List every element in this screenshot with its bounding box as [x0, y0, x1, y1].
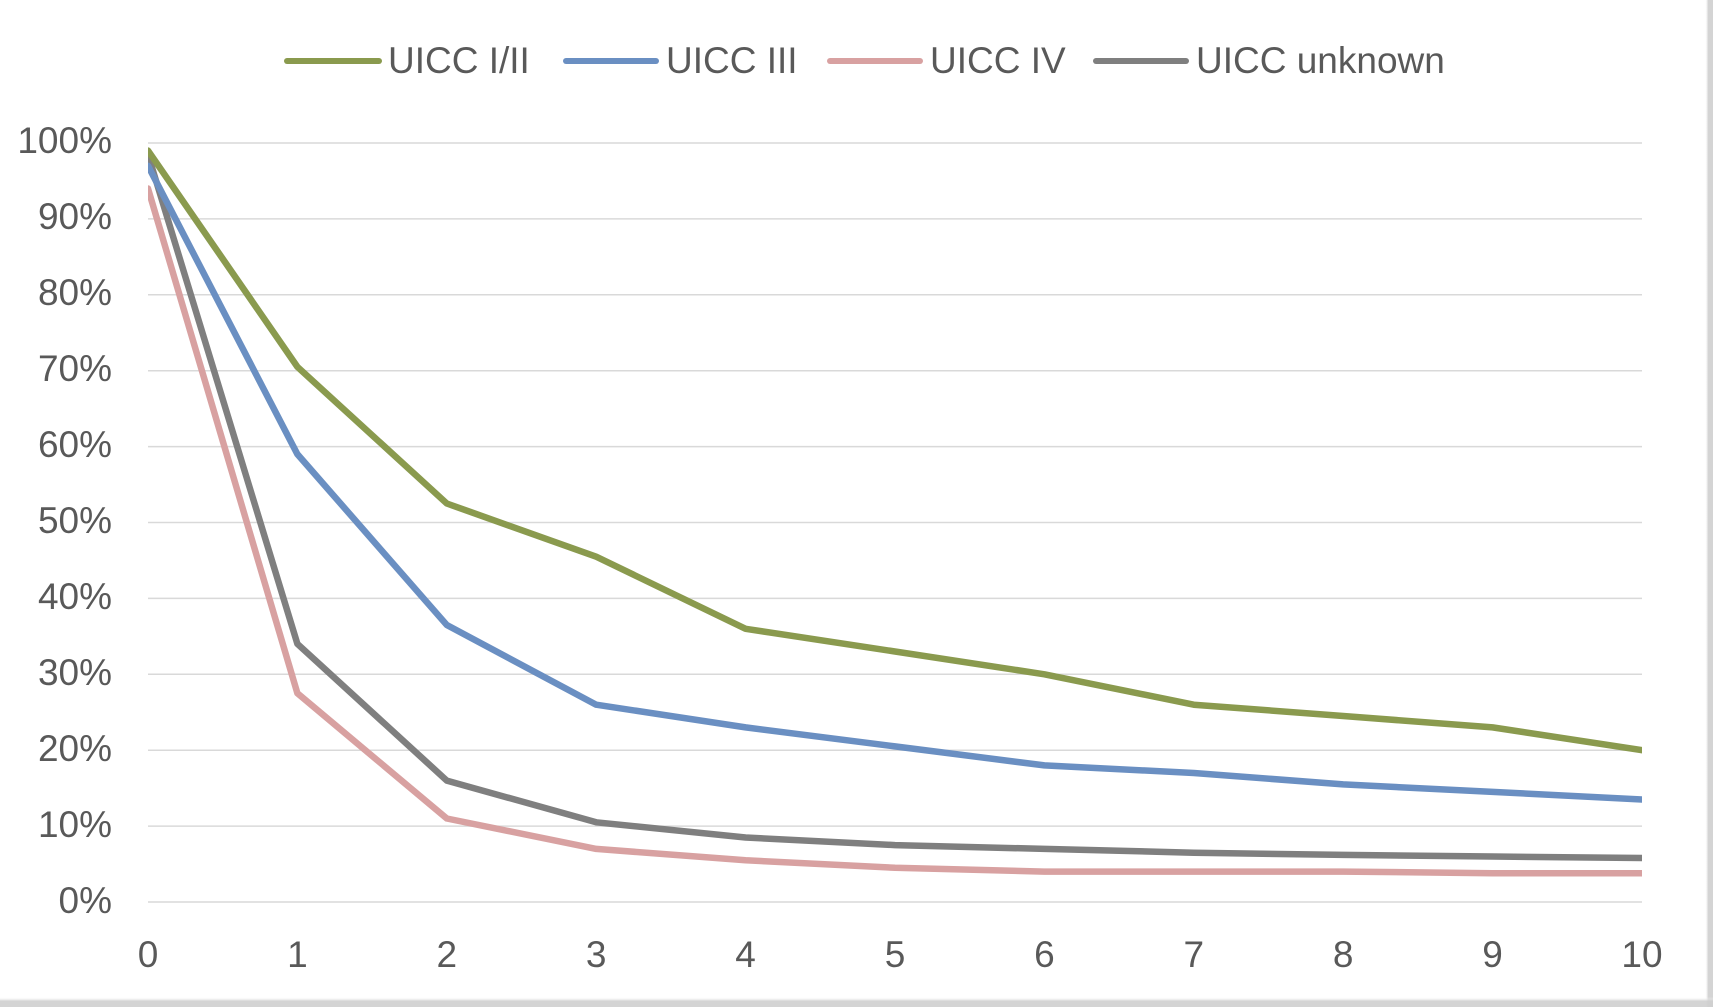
- svg-text:5: 5: [885, 934, 906, 975]
- svg-text:UICC I/II: UICC I/II: [388, 40, 530, 81]
- svg-text:40%: 40%: [38, 576, 112, 617]
- svg-text:30%: 30%: [38, 652, 112, 693]
- svg-text:4: 4: [735, 934, 756, 975]
- svg-text:80%: 80%: [38, 272, 112, 313]
- svg-text:50%: 50%: [38, 500, 112, 541]
- svg-text:60%: 60%: [38, 424, 112, 465]
- svg-text:8: 8: [1333, 934, 1354, 975]
- svg-text:2: 2: [437, 934, 458, 975]
- svg-text:10%: 10%: [38, 804, 112, 845]
- svg-text:70%: 70%: [38, 348, 112, 389]
- svg-text:9: 9: [1482, 934, 1503, 975]
- svg-text:1: 1: [287, 934, 308, 975]
- svg-text:UICC III: UICC III: [666, 40, 798, 81]
- svg-text:20%: 20%: [38, 728, 112, 769]
- svg-text:7: 7: [1184, 934, 1205, 975]
- svg-text:6: 6: [1034, 934, 1055, 975]
- svg-text:10: 10: [1621, 934, 1662, 975]
- svg-text:UICC IV: UICC IV: [930, 40, 1066, 81]
- svg-text:3: 3: [586, 934, 607, 975]
- svg-text:90%: 90%: [38, 196, 112, 237]
- svg-text:100%: 100%: [17, 120, 112, 161]
- svg-text:0%: 0%: [59, 880, 112, 921]
- svg-text:0: 0: [138, 934, 159, 975]
- svg-text:UICC unknown: UICC unknown: [1196, 40, 1445, 81]
